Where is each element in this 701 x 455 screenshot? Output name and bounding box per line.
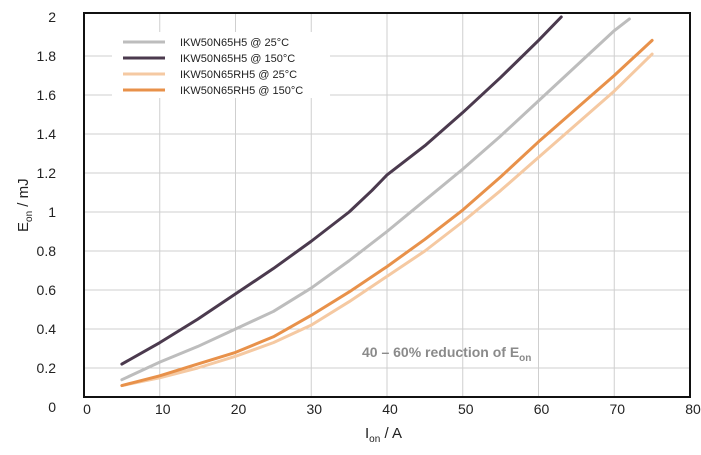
y-tick-label: 1 — [48, 204, 56, 220]
x-tick-label: 60 — [534, 401, 550, 417]
y-tick-label: 1.2 — [37, 165, 57, 181]
series-lines — [120, 15, 654, 388]
y-tick-label: 2 — [48, 9, 56, 25]
annotation: 40 – 60% reduction of Eon — [362, 344, 531, 364]
series-line-1 — [120, 15, 563, 366]
x-tick-label: 20 — [231, 401, 247, 417]
legend-label: IKW50N65RH5 @ 150°C — [180, 85, 303, 97]
grid — [84, 13, 690, 397]
x-tick-label: 0 — [83, 401, 91, 417]
x-tick-label: 50 — [458, 401, 474, 417]
y-tick-label: 0.6 — [37, 282, 57, 298]
y-tick-labels: 0 0.2 0.4 0.6 0.8 1 1.2 1.4 1.6 1.8 2 — [37, 9, 57, 415]
y-tick-label: 1.8 — [37, 48, 57, 64]
x-tick-label: 10 — [155, 401, 171, 417]
series-line-0 — [120, 17, 631, 382]
series-line-3 — [120, 38, 654, 388]
y-tick-label: 0.2 — [37, 360, 57, 376]
y-axis-label: Eon / mJ — [15, 178, 35, 232]
y-tick-label: 1.6 — [37, 87, 57, 103]
y-tick-label: 1.4 — [37, 126, 57, 142]
x-tick-label: 70 — [609, 401, 625, 417]
plot-frame — [83, 12, 691, 398]
legend-label: IKW50N65RH5 @ 25°C — [180, 69, 297, 81]
y-tick-label: 0.4 — [37, 321, 57, 337]
x-tick-label: 80 — [685, 401, 701, 417]
legend-label: IKW50N65H5 @ 150°C — [180, 53, 295, 65]
series-line-2 — [120, 52, 654, 388]
x-axis-label: Ion / A — [365, 425, 402, 445]
legend-label: IKW50N65H5 @ 25°C — [180, 37, 289, 49]
x-tick-label: 30 — [306, 401, 322, 417]
x-tick-label: 40 — [382, 401, 398, 417]
y-tick-label: 0 — [48, 399, 56, 415]
legend: IKW50N65H5 @ 25°C IKW50N65H5 @ 150°C IKW50… — [112, 32, 330, 98]
x-tick-labels: 0 10 20 30 40 50 60 70 80 — [83, 401, 701, 417]
y-tick-label: 0.8 — [37, 243, 57, 259]
